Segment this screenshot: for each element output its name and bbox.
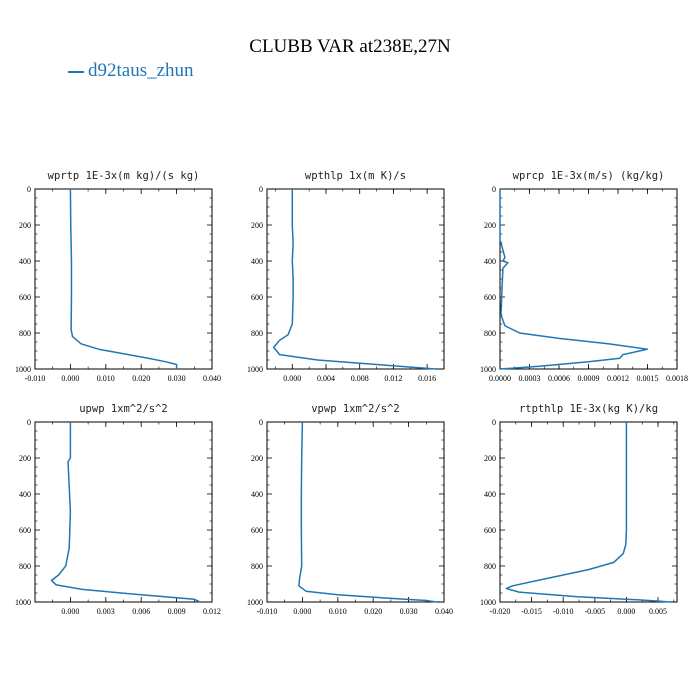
plot-frame	[34, 421, 213, 603]
x-tick-label: 0.000	[61, 374, 79, 383]
x-tick-label: 0.0012	[607, 374, 629, 383]
x-tick-label: 0.030	[168, 374, 186, 383]
x-tick-label: 0.0000	[489, 374, 511, 383]
y-tick-label: 1000	[247, 365, 263, 374]
panel-title: rtpthlp 1E-3x(kg K)/kg	[519, 403, 658, 415]
panel-5: vpwp 1xm^2/s^2 -0.010 0.000 0.010 0.020 0.030…	[247, 403, 453, 616]
y-tick-label: 200	[251, 454, 263, 463]
panel-title: wpthlp 1x(m K)/s	[305, 170, 406, 182]
x-tick-label: 0.020	[132, 374, 150, 383]
y-tick-label: 400	[19, 257, 31, 266]
x-tick-label: -0.010	[25, 374, 46, 383]
x-tick-label: -0.010	[257, 607, 278, 616]
y-tick-label: 1000	[15, 598, 31, 607]
y-tick-label: 800	[251, 329, 263, 338]
y-tick-label: 0	[259, 418, 263, 427]
y-tick-label: 200	[484, 221, 496, 230]
x-tick-label: 0.020	[364, 607, 382, 616]
series-line	[50, 422, 201, 603]
y-tick-label: 200	[484, 454, 496, 463]
y-tick-label: 1000	[247, 598, 263, 607]
panel-6: rtpthlp 1E-3x(kg K)/kg -0.020 -0.015 -0.010…	[480, 403, 678, 616]
y-tick-label: 400	[251, 490, 263, 499]
y-tick-label: 400	[484, 490, 496, 499]
series-line	[499, 189, 649, 370]
x-tick-label: 0.000	[617, 607, 635, 616]
figure-title: CLUBB VAR at238E,27N	[249, 36, 451, 57]
y-tick-label: 0	[492, 418, 496, 427]
x-tick-label: 0.016	[418, 374, 436, 383]
x-tick-label: 0.0018	[666, 374, 688, 383]
y-tick-label: 0	[492, 185, 496, 194]
x-tick-label: 0.0015	[637, 374, 659, 383]
y-tick-label: 600	[19, 526, 31, 535]
x-tick-label: -0.015	[521, 607, 542, 616]
series-line	[505, 422, 671, 603]
y-tick-label: 600	[484, 526, 496, 535]
x-tick-label: 0.000	[61, 607, 79, 616]
x-tick-label: 0.006	[132, 607, 150, 616]
panel-3: wprcp 1E-3x(m/s) (kg/kg) 0.0000 0.0003 0.00…	[480, 170, 688, 383]
series-line	[298, 421, 438, 603]
x-tick-label: 0.004	[317, 374, 335, 383]
panel-4: upwp 1xm^2/s^2 0.000 0.003 0.006 0.009 0.012 0…	[15, 403, 221, 616]
x-tick-label: 0.010	[97, 374, 115, 383]
y-tick-label: 0	[27, 185, 31, 194]
panel-2: wpthlp 1x(m K)/s 0.000 0.004 0.008 0.012 0.01…	[247, 170, 445, 383]
y-tick-label: 200	[19, 221, 31, 230]
y-tick-label: 600	[251, 293, 263, 302]
x-tick-label: 0.0009	[578, 374, 600, 383]
panel-title: upwp 1xm^2/s^2	[79, 403, 168, 415]
x-tick-label: -0.020	[490, 607, 511, 616]
y-tick-label: 200	[251, 221, 263, 230]
y-tick-label: 800	[251, 562, 263, 571]
x-tick-label: 0.0006	[548, 374, 570, 383]
plot-frame	[266, 421, 445, 603]
series-line	[69, 188, 178, 369]
panel-title: vpwp 1xm^2/s^2	[311, 403, 400, 415]
x-tick-label: 0.000	[283, 374, 301, 383]
x-tick-label: 0.005	[649, 607, 667, 616]
y-tick-label: 1000	[480, 365, 496, 374]
panel-title: wprtp 1E-3x(m kg)/(s kg)	[48, 170, 200, 182]
x-tick-label: 0.008	[351, 374, 369, 383]
y-tick-label: 800	[19, 562, 31, 571]
y-tick-label: 400	[251, 257, 263, 266]
legend-label: d92taus_zhun	[88, 60, 194, 81]
series-line	[272, 189, 436, 370]
y-tick-label: 1000	[15, 365, 31, 374]
legend-line-swatch	[68, 70, 84, 73]
x-tick-label: 0.040	[203, 374, 221, 383]
panel-title: wprcp 1E-3x(m/s) (kg/kg)	[513, 170, 665, 182]
x-tick-label: -0.005	[584, 607, 605, 616]
x-tick-label: 0.003	[97, 607, 115, 616]
x-tick-label: 0.012	[203, 607, 221, 616]
y-tick-label: 800	[484, 562, 496, 571]
legend: d92taus_zhun	[68, 60, 194, 82]
plot-frame	[34, 188, 213, 370]
panel-1: wprtp 1E-3x(m kg)/(s kg) -0.010 0.000 0.010…	[15, 170, 221, 383]
y-tick-label: 800	[484, 329, 496, 338]
plot-frame	[499, 421, 678, 603]
y-tick-label: 0	[27, 418, 31, 427]
y-tick-label: 800	[19, 329, 31, 338]
y-tick-label: 600	[19, 293, 31, 302]
x-tick-label: 0.009	[168, 607, 186, 616]
x-tick-label: 0.000	[293, 607, 311, 616]
x-tick-label: -0.010	[553, 607, 574, 616]
y-tick-label: 1000	[480, 598, 496, 607]
y-tick-label: 0	[259, 185, 263, 194]
y-tick-label: 600	[484, 293, 496, 302]
x-tick-label: 0.030	[400, 607, 418, 616]
y-tick-label: 200	[19, 454, 31, 463]
x-tick-label: 0.012	[384, 374, 402, 383]
y-tick-label: 600	[251, 526, 263, 535]
x-tick-label: 0.010	[329, 607, 347, 616]
y-tick-label: 400	[484, 257, 496, 266]
x-tick-label: 0.040	[435, 607, 453, 616]
x-tick-label: 0.0003	[519, 374, 541, 383]
y-tick-label: 400	[19, 490, 31, 499]
